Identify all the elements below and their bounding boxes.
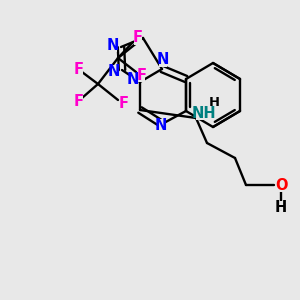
- Bar: [277, 200, 285, 214]
- Text: O: O: [275, 178, 287, 193]
- Bar: [110, 64, 118, 77]
- Text: NH: NH: [192, 106, 216, 121]
- Bar: [109, 38, 117, 52]
- Bar: [157, 118, 165, 131]
- Bar: [210, 97, 219, 109]
- Text: N: N: [107, 38, 119, 52]
- Text: N: N: [157, 52, 169, 68]
- Text: N: N: [127, 73, 139, 88]
- Bar: [134, 32, 142, 44]
- Bar: [75, 95, 83, 108]
- Text: N: N: [155, 118, 167, 133]
- Text: F: F: [136, 68, 146, 83]
- Bar: [159, 53, 167, 67]
- Bar: [277, 178, 285, 191]
- Text: F: F: [119, 97, 129, 112]
- Bar: [75, 62, 83, 76]
- Bar: [129, 74, 137, 86]
- Text: F: F: [74, 94, 84, 109]
- Text: F: F: [74, 61, 84, 76]
- Bar: [196, 106, 211, 119]
- Text: N: N: [108, 64, 120, 79]
- Text: F: F: [133, 31, 143, 46]
- Text: H: H: [275, 200, 287, 214]
- Text: H: H: [208, 97, 220, 110]
- Bar: [120, 98, 128, 110]
- Bar: [138, 69, 145, 82]
